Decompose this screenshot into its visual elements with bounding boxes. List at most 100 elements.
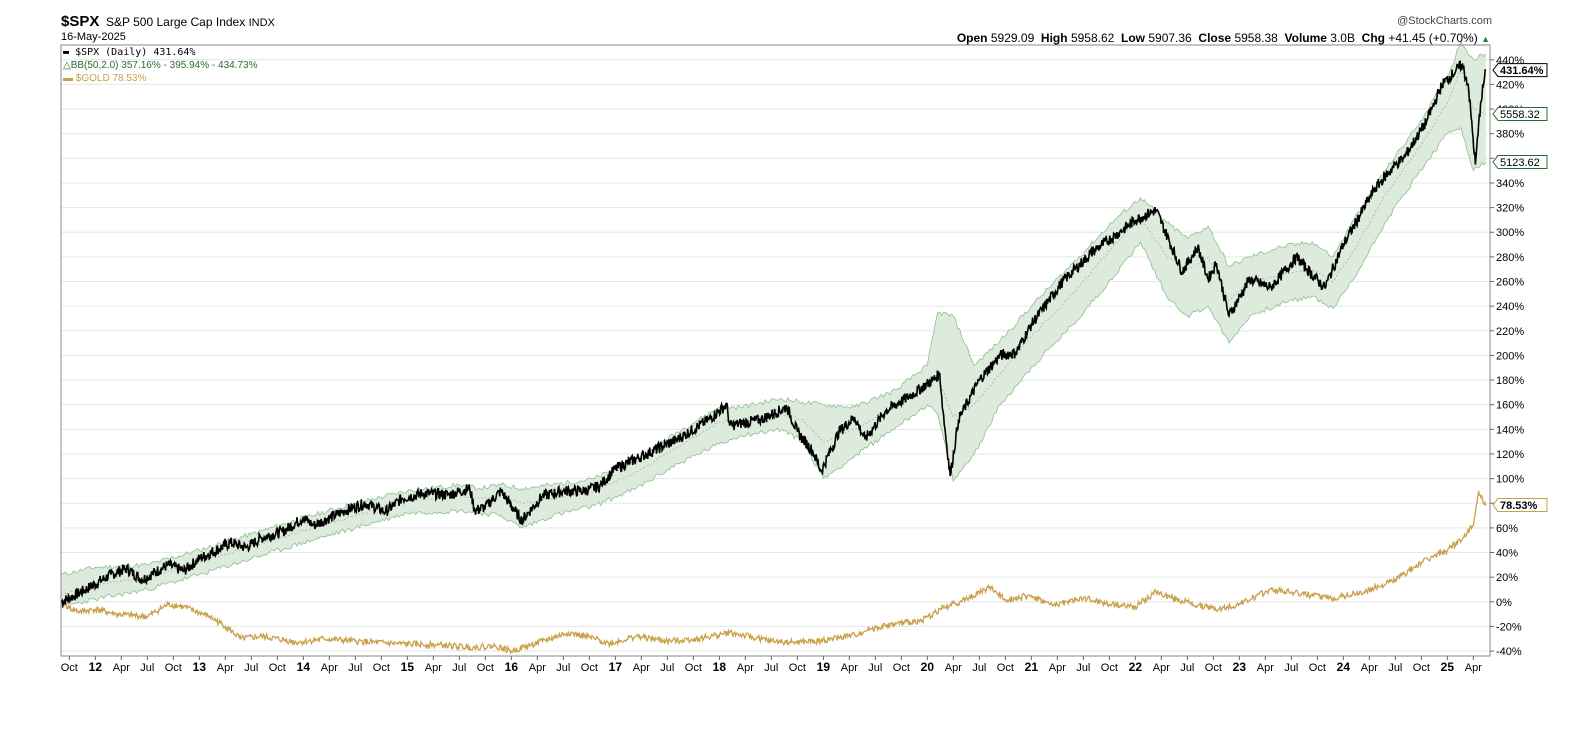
y-tick-label: 100% <box>1496 474 1524 486</box>
x-tick-label: Oct <box>1309 662 1326 674</box>
series-spx-line <box>60 60 1487 609</box>
legend-spx-text: $SPX (Daily) 431.64% <box>75 47 196 58</box>
chart-date: 16-May-2025 <box>61 31 126 43</box>
value-tag: 5558.32 <box>1492 106 1548 121</box>
y-tick-label: 0% <box>1496 597 1512 609</box>
x-tick-label: Oct <box>373 662 390 674</box>
legend-line-icon: ▬ <box>63 47 70 58</box>
y-tick-label: 160% <box>1496 400 1524 412</box>
legend: ▬ $SPX (Daily) 431.64% △BB(50,2.0) 357.1… <box>63 46 258 85</box>
x-tick-label: Jul <box>1180 662 1194 674</box>
y-tick-label: 180% <box>1496 375 1524 387</box>
x-tick-label: 20 <box>921 660 935 674</box>
value-tag-label: 431.64% <box>1500 65 1544 77</box>
y-tick-label: 60% <box>1496 523 1518 535</box>
ohlc-summary: Open 5929.09 High 5958.62 Low 5907.36 Cl… <box>957 31 1490 45</box>
x-tick-label: 25 <box>1441 660 1455 674</box>
legend-bb: △BB(50,2.0) 357.16% - 395.94% - 434.73% <box>63 59 258 72</box>
legend-bb-text: BB(50,2.0) 357.16% - 395.94% - 434.73% <box>70 60 258 71</box>
x-tick-label: Jul <box>348 662 362 674</box>
x-tick-label: Jul <box>1076 662 1090 674</box>
x-tick-label: 18 <box>713 660 727 674</box>
x-tick-label: Apr <box>113 662 130 674</box>
y-tick-label: -20% <box>1496 621 1522 633</box>
x-tick-label: Oct <box>477 662 494 674</box>
x-tick-label: Oct <box>581 662 598 674</box>
x-tick-label: Oct <box>61 662 78 674</box>
x-tick-label: Apr <box>737 662 754 674</box>
x-tick-label: Oct <box>685 662 702 674</box>
x-tick-label: Apr <box>1049 662 1066 674</box>
x-tick-label: Apr <box>1465 662 1482 674</box>
x-tick-label: Apr <box>321 662 338 674</box>
x-tick-label: 15 <box>401 660 415 674</box>
y-tick-label: 220% <box>1496 326 1524 338</box>
bb-middle-line <box>60 68 1486 596</box>
x-tick-label: 14 <box>297 660 311 674</box>
y-tick-label: 260% <box>1496 277 1524 289</box>
y-tick-label: 300% <box>1496 227 1524 239</box>
low-label: Low <box>1121 31 1145 45</box>
x-tick-label: 24 <box>1337 660 1351 674</box>
right-value-tags: 431.64% 5558.32 5123.62 78.53% <box>1492 63 1548 513</box>
x-tick-label: Oct <box>789 662 806 674</box>
chg-value: +41.45 (+0.70%) <box>1388 31 1478 45</box>
high-label: High <box>1040 31 1068 45</box>
exchange: INDX <box>248 17 275 29</box>
legend-gold-text: $GOLD 78.53% <box>75 73 147 84</box>
x-tick-label: Oct <box>997 662 1014 674</box>
bb-lower-line <box>60 126 1487 609</box>
series-gold-line <box>60 490 1487 655</box>
x-tick-label: Jul <box>868 662 882 674</box>
value-tag-box <box>1492 63 1548 78</box>
y-axis: 440%420%400%380%360%340%320%300%280%260%… <box>1490 55 1524 658</box>
x-tick-label: Apr <box>529 662 546 674</box>
open-label: Open <box>956 31 988 45</box>
y-tick-label: 140% <box>1496 424 1524 436</box>
x-tick-label: Jul <box>764 662 778 674</box>
y-tick-label: 40% <box>1496 548 1518 560</box>
value-tag: 78.53% <box>1492 498 1548 513</box>
x-tick-label: Apr <box>945 662 962 674</box>
x-tick-label: Jul <box>244 662 258 674</box>
grid <box>61 59 1490 652</box>
y-tick-label: 280% <box>1496 252 1524 264</box>
x-tick-label: Oct <box>269 662 286 674</box>
up-triangle-icon: ▲ <box>1481 34 1490 44</box>
high-value: 5958.62 <box>1070 31 1115 45</box>
symbol: $SPX <box>61 13 100 30</box>
close-label: Close <box>1198 31 1232 45</box>
x-tick-label: Oct <box>1205 662 1222 674</box>
x-tick-label: 13 <box>193 660 207 674</box>
x-tick-label: 17 <box>609 660 623 674</box>
bb-band-fill <box>61 41 1486 609</box>
y-tick-label: 420% <box>1496 79 1524 91</box>
x-tick-label: 23 <box>1233 660 1247 674</box>
y-tick-label: 340% <box>1496 178 1524 190</box>
plot-frame <box>60 44 1491 657</box>
bollinger-bands <box>60 40 1487 609</box>
volume-label: Volume <box>1284 31 1327 45</box>
x-tick-label: Oct <box>1101 662 1118 674</box>
x-tick-label: Oct <box>893 662 910 674</box>
legend-triangle-icon: △ <box>63 60 71 71</box>
x-tick-label: Apr <box>1257 662 1274 674</box>
x-tick-label: Oct <box>1413 662 1430 674</box>
x-tick-label: 21 <box>1025 660 1039 674</box>
x-axis: Oct 12 Apr Jul Oct 13 Apr Jul Oct 14 Apr Jul Oct 15 Ap… <box>61 656 1482 674</box>
x-tick-label: Jul <box>452 662 466 674</box>
x-tick-label: 12 <box>89 660 103 674</box>
x-tick-label: Apr <box>1153 662 1170 674</box>
x-tick-label: 16 <box>505 660 519 674</box>
x-tick-label: Oct <box>165 662 182 674</box>
brand-watermark: @StockCharts.com <box>1397 15 1492 27</box>
x-tick-label: 19 <box>817 660 831 674</box>
x-tick-label: Apr <box>1361 662 1378 674</box>
value-tag-label: 5558.32 <box>1500 109 1540 121</box>
x-tick-label: 22 <box>1129 660 1143 674</box>
chg-label: Chg <box>1361 31 1385 45</box>
value-tag-box <box>1492 106 1548 121</box>
x-tick-label: Jul <box>660 662 674 674</box>
x-tick-label: Apr <box>841 662 858 674</box>
x-tick-label: Apr <box>425 662 442 674</box>
